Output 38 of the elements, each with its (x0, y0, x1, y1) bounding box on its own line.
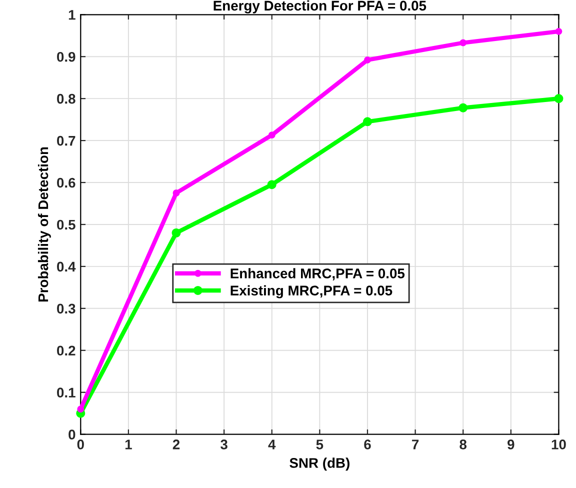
point (268, 132, 276, 139)
y-tick-label: 1 (68, 10, 76, 20)
legend-label: Enhanced MRC,PFA = 0.05 (230, 268, 405, 280)
x-tick-label: 9 (508, 440, 514, 450)
point (172, 228, 181, 238)
point (554, 94, 564, 104)
x-tick-label: 0 (77, 440, 84, 450)
x-tick-label: 6 (364, 440, 371, 450)
x-tick-label: 7 (412, 440, 419, 450)
legend-label: Existing MRC,PFA = 0.05 (230, 285, 392, 298)
x-tick-label: 2 (172, 440, 180, 450)
y-tick-label: 0.3 (57, 304, 76, 314)
x-tick-label: 1 (125, 440, 132, 450)
x-tick-label: 5 (316, 440, 324, 450)
y-tick-label: 0.5 (57, 220, 76, 230)
x-axis-title: SNR (dB) (290, 458, 350, 471)
point (267, 180, 276, 190)
x-tick-label: 4 (268, 440, 276, 450)
y-tick-label: 0 (68, 430, 76, 440)
point (77, 406, 84, 413)
point (458, 103, 468, 112)
point (555, 28, 562, 35)
y-axis-title: Probability of Detection (38, 147, 51, 302)
y-tick-label: 0.9 (57, 52, 76, 62)
y-tick-label: 0.8 (57, 94, 76, 104)
y-tick-label: 0.4 (57, 262, 76, 272)
chart-title: Energy Detection For PFA = 0.05 (214, 0, 426, 14)
point (460, 39, 467, 46)
point (172, 190, 180, 196)
point (362, 117, 372, 126)
point (364, 56, 371, 64)
y-tick-label: 0.6 (57, 178, 76, 188)
x-tick-label: 10 (552, 440, 566, 450)
y-tick-label: 0.2 (57, 346, 76, 356)
y-tick-label: 0.7 (57, 136, 76, 146)
x-tick-label: 3 (220, 440, 228, 450)
y-tick-label: 0.1 (57, 388, 76, 398)
x-tick-label: 8 (460, 440, 467, 450)
